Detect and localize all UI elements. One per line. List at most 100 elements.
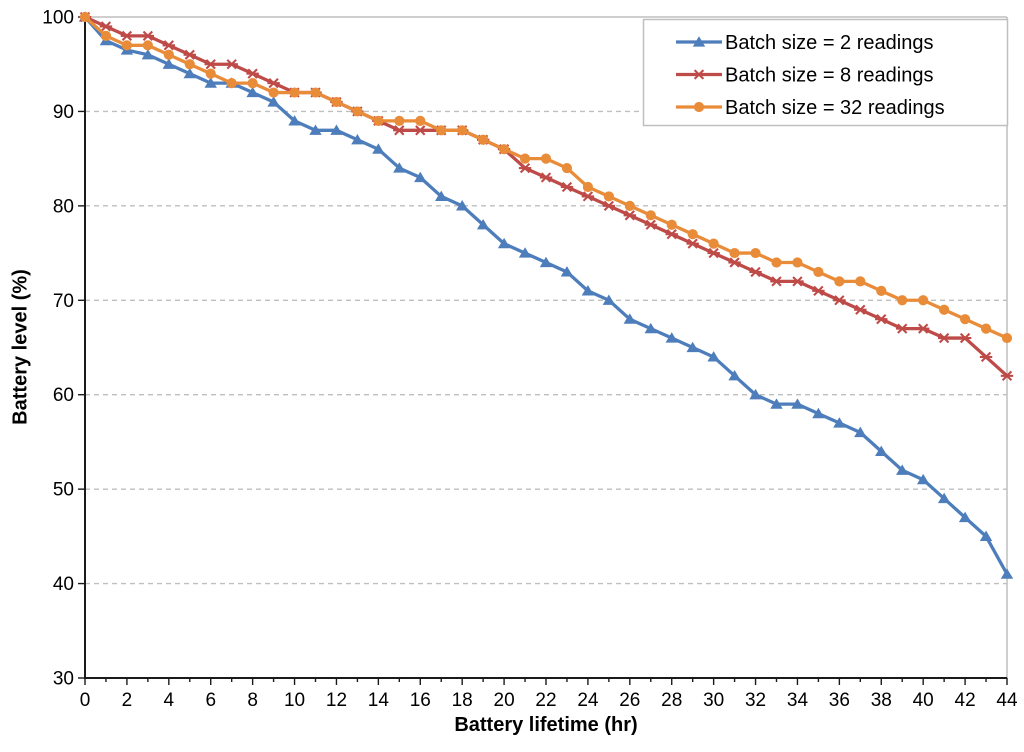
triangle-marker [833, 417, 846, 428]
y-tick-label: 80 [53, 196, 74, 217]
legend-label: Batch size = 2 readings [725, 32, 933, 54]
x-tick-label: 16 [410, 690, 431, 711]
triangle-marker [183, 67, 196, 79]
circle-marker [855, 276, 866, 287]
x-tick-label: 44 [996, 690, 1018, 711]
circle-marker [394, 115, 405, 126]
y-axis-tick-labels: 30 40 50 60 70 80 90 100 [42, 8, 74, 690]
triangle-marker [791, 398, 804, 409]
circle-marker [792, 257, 803, 268]
series-batch-size-32-readings [79, 11, 1013, 344]
legend: Batch size = 2 readings Batch size = 8 re… [642, 18, 1009, 127]
star-marker [686, 238, 699, 249]
circle-marker [310, 87, 321, 98]
x-tick-label: 26 [619, 690, 640, 711]
circle-marker [603, 191, 614, 202]
x-tick-label: 42 [955, 690, 976, 711]
y-tick-label: 90 [53, 102, 74, 123]
triangle-marker [518, 247, 532, 258]
plot-border [85, 16, 1008, 678]
star-marker [602, 200, 616, 211]
triangle-marker [770, 398, 783, 409]
triangle-marker [692, 36, 706, 47]
x-tick-label: 32 [745, 690, 766, 711]
triangle-marker [623, 313, 637, 324]
star-marker [414, 125, 427, 136]
circle-marker [1001, 332, 1013, 344]
circle-marker [184, 59, 195, 70]
circle-marker [980, 323, 992, 334]
circle-marker [121, 40, 133, 51]
star-marker [141, 30, 155, 42]
star-marker [183, 49, 196, 60]
y-tick-label: 60 [53, 385, 74, 406]
triangle-marker [393, 162, 406, 173]
star-marker [623, 210, 637, 221]
star-marker [560, 181, 574, 193]
triangle-marker [204, 77, 217, 88]
star-marker [833, 295, 846, 306]
circle-marker [79, 11, 91, 23]
x-tick-label: 8 [247, 690, 258, 711]
circle-marker [205, 68, 216, 79]
triangle-marker [707, 351, 720, 362]
circle-marker [750, 247, 761, 259]
triangle-marker [854, 426, 867, 438]
x-axis-ticks [84, 678, 1008, 685]
triangle-marker [728, 370, 741, 381]
triangle-marker [937, 492, 951, 504]
triangle-marker [896, 464, 909, 475]
circle-marker [352, 106, 363, 117]
gridlines [85, 110, 1007, 585]
circle-marker [687, 229, 698, 240]
x-tick-label: 10 [284, 690, 305, 711]
circle-marker [624, 200, 635, 211]
circle-marker [834, 276, 845, 287]
triangle-marker [665, 332, 678, 343]
x-tick-label: 22 [535, 690, 556, 711]
star-marker [728, 257, 741, 268]
triangle-marker [288, 115, 301, 126]
triangle-marker [246, 86, 259, 98]
y-tick-label: 30 [53, 669, 74, 690]
star-marker [770, 276, 783, 287]
triangle-marker [875, 445, 888, 456]
triangle-marker [351, 133, 364, 145]
triangle-marker [749, 388, 762, 400]
circle-marker [582, 181, 594, 193]
star-marker [246, 68, 259, 79]
star-marker [581, 191, 595, 202]
triangle-marker [581, 285, 595, 296]
x-tick-label: 20 [494, 690, 515, 711]
y-axis-title: Battery level (%) [9, 269, 32, 425]
legend-label: Batch size = 8 readings [725, 65, 933, 87]
triangle-marker [686, 341, 699, 353]
circle-marker [100, 30, 112, 41]
circle-marker [813, 266, 824, 278]
x-tick-label: 30 [703, 690, 724, 711]
y-axis-ticks [78, 16, 85, 679]
circle-marker [959, 314, 971, 325]
triangle-marker [455, 200, 469, 211]
star-marker [749, 266, 762, 278]
circle-marker [247, 78, 258, 89]
y-tick-label: 50 [53, 480, 74, 501]
x-tick-label: 38 [871, 690, 892, 711]
series-batch-size-2-readings [78, 11, 1014, 579]
circle-marker [876, 285, 887, 296]
triangle-marker [267, 96, 280, 107]
circle-marker [939, 304, 950, 315]
triangle-marker [539, 256, 553, 268]
x-tick-label: 34 [787, 690, 809, 711]
circle-marker [436, 125, 447, 136]
star-marker [539, 172, 553, 183]
circle-marker [163, 49, 174, 60]
star-marker [518, 162, 532, 174]
circle-marker [645, 210, 656, 221]
triangle-marker [330, 124, 343, 135]
triangle-marker [476, 218, 490, 230]
star-marker [812, 285, 825, 296]
y-tick-label: 100 [42, 8, 74, 29]
circle-marker [729, 247, 740, 259]
